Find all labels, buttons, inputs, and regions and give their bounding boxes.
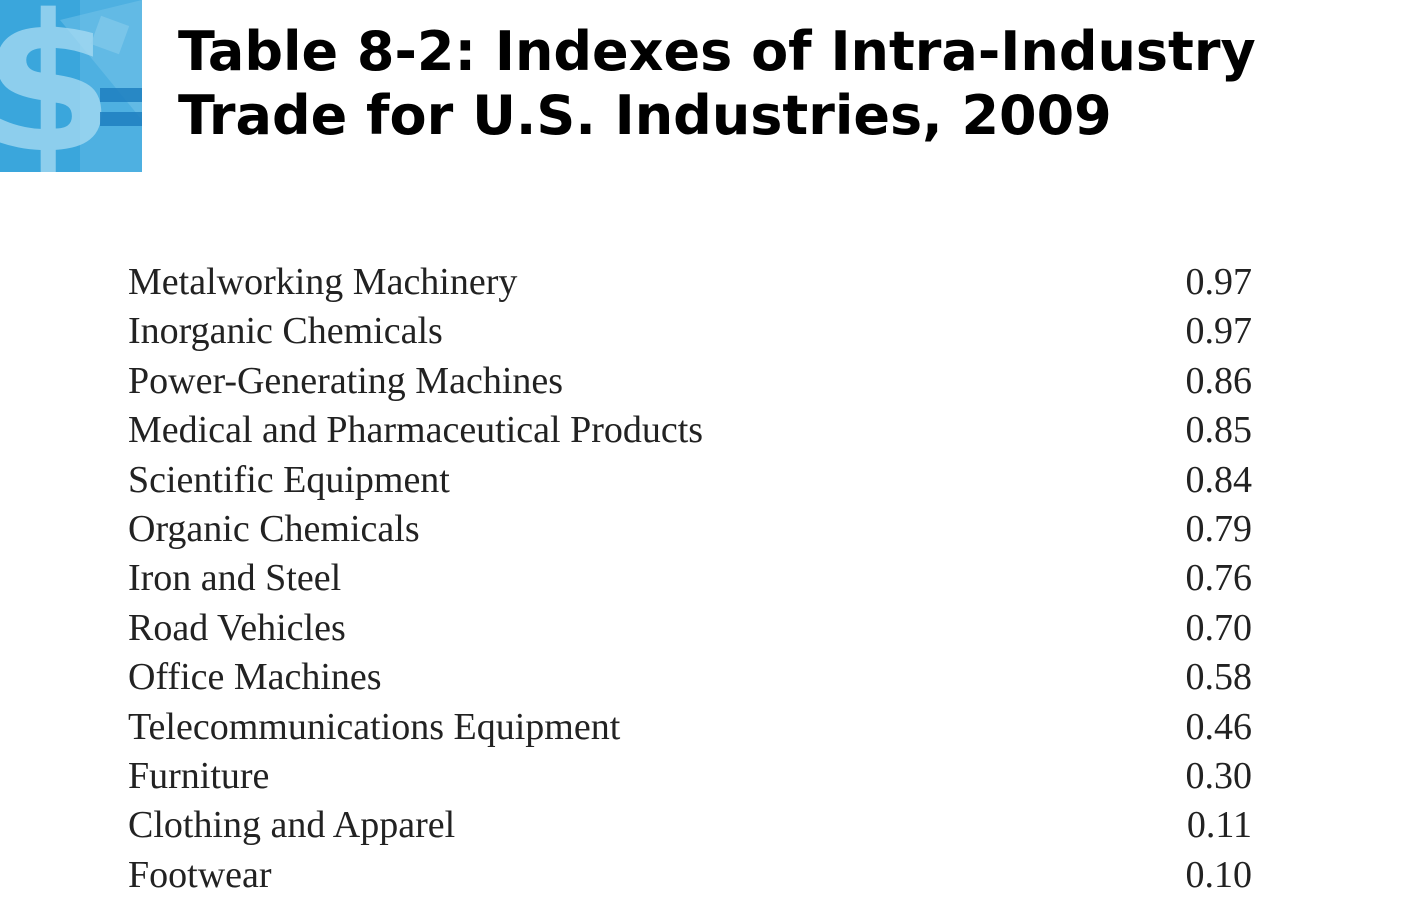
table-row: Road Vehicles 0.70 — [128, 604, 1252, 653]
table-row: Organic Chemicals 0.79 — [128, 505, 1252, 554]
industry-name: Organic Chemicals — [128, 507, 420, 550]
title-line-2: Trade for U.S. Industries, 2009 — [178, 84, 1112, 147]
industry-index: 0.58 — [1185, 656, 1253, 699]
table-row: Scientific Equipment 0.84 — [128, 456, 1252, 505]
industry-index: 0.84 — [1185, 458, 1253, 501]
industry-index: 0.79 — [1185, 507, 1253, 550]
table-row: Clothing and Apparel 0.11 — [128, 801, 1252, 850]
industry-index: 0.11 — [1186, 804, 1252, 847]
industry-name: Footwear — [128, 853, 272, 896]
industry-name: Scientific Equipment — [128, 458, 450, 501]
industry-name: Inorganic Chemicals — [128, 310, 443, 353]
industry-index: 0.97 — [1185, 310, 1253, 353]
table-row: Office Machines 0.58 — [128, 653, 1252, 702]
logo-graphic: $ — [0, 0, 142, 172]
industry-name: Clothing and Apparel — [128, 804, 456, 847]
table-row: Power-Generating Machines 0.86 — [128, 357, 1252, 406]
industry-name: Furniture — [128, 754, 270, 797]
industry-index: 0.97 — [1185, 261, 1253, 303]
industry-name: Iron and Steel — [128, 557, 342, 600]
table-row: Footwear 0.10 — [128, 851, 1252, 900]
title-line-1: Table 8-2: Indexes of Intra-Industry — [178, 20, 1256, 83]
industry-name: Metalworking Machinery — [128, 261, 518, 303]
dollar-sign-icon: $ — [0, 0, 142, 172]
industry-index: 0.86 — [1185, 359, 1253, 402]
industry-index: 0.46 — [1185, 705, 1253, 748]
table-row: Inorganic Chemicals 0.97 — [128, 307, 1252, 356]
industry-name: Telecommunications Equipment — [128, 705, 621, 748]
table-row: Telecommunications Equipment 0.46 — [128, 703, 1252, 752]
table-row: Iron and Steel 0.76 — [128, 554, 1252, 603]
industry-index: 0.10 — [1185, 853, 1253, 896]
industry-index: 0.85 — [1185, 409, 1253, 452]
table-row: Metalworking Machinery 0.97 — [128, 258, 1252, 307]
industry-name: Medical and Pharmaceutical Products — [128, 409, 704, 452]
industry-index-table: Metalworking Machinery 0.97 Inorganic Ch… — [128, 258, 1252, 900]
svg-text:$: $ — [0, 0, 114, 172]
industry-index: 0.70 — [1185, 606, 1253, 649]
industry-name: Power-Generating Machines — [128, 359, 564, 402]
industry-index: 0.76 — [1185, 557, 1253, 600]
industry-name: Office Machines — [128, 656, 382, 699]
table-row: Medical and Pharmaceutical Products 0.85 — [128, 406, 1252, 455]
industry-index: 0.30 — [1185, 754, 1253, 797]
table-row: Furniture 0.30 — [128, 752, 1252, 801]
page-title: Table 8-2: Indexes of Intra-Industry Tra… — [178, 20, 1378, 148]
industry-name: Road Vehicles — [128, 606, 346, 649]
